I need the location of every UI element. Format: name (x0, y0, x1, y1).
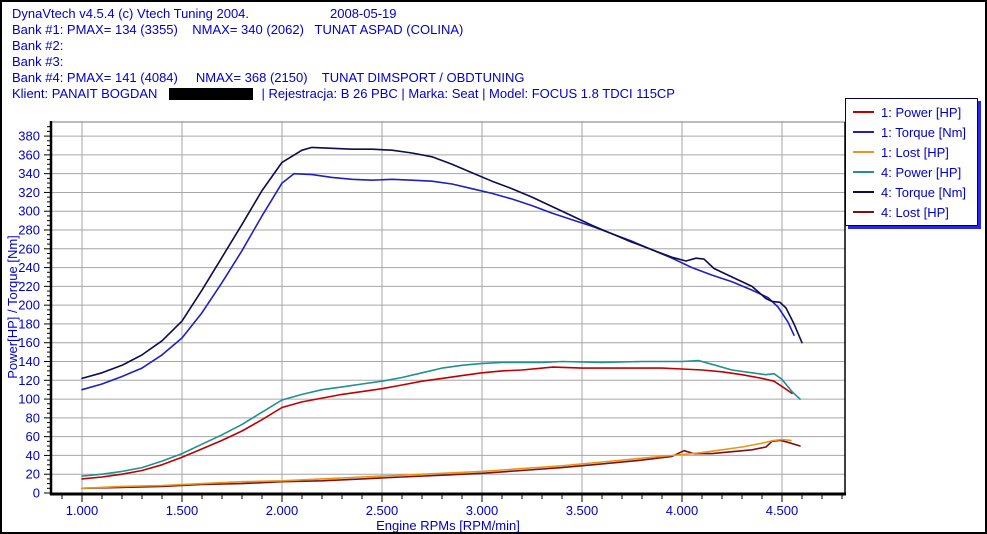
y-tick-label: 40 (26, 448, 40, 463)
x-tick-label: 3.000 (466, 503, 499, 518)
legend-swatch-line-icon (853, 131, 874, 133)
y-tick-label: 360 (18, 147, 40, 162)
y-tick-label: 200 (18, 298, 40, 313)
report-title: DynaVtech v4.5.4 (c) Vtech Tuning 2004. (12, 6, 250, 21)
legend-item: 4: Power [HP] (846, 162, 977, 182)
series-line-3 (81, 438, 792, 490)
legend-swatch-line-icon (853, 171, 874, 173)
x-tick-label: 4.500 (766, 503, 799, 518)
y-tick-label: 160 (18, 335, 40, 350)
y-tick-label: 260 (18, 241, 40, 256)
y-tick-label: 320 (18, 185, 40, 200)
legend-item: 1: Torque [Nm] (846, 122, 977, 142)
legend-item-label: 1: Lost [HP] (881, 144, 949, 160)
legend-item-label: 4: Power [HP] (881, 164, 962, 180)
y-tick-label: 180 (18, 316, 40, 331)
legend-item-label: 4: Torque [Nm] (881, 184, 967, 200)
bank4-line: Bank #4: PMAX= 141 (4084) NMAX= 368 (215… (12, 70, 525, 85)
client-line: Klient: PANAIT BOGDAN | Rejestracja: B 2… (12, 86, 675, 102)
y-tick-label: 100 (18, 392, 40, 407)
x-tick-label: 2.000 (266, 503, 299, 518)
y-tick-label: 300 (18, 204, 40, 219)
y-tick-label: 220 (18, 279, 40, 294)
x-axis-title: Engine RPMs [RPM/min] (376, 518, 520, 533)
chart-legend: 1: Power [HP] 1: Torque [Nm] 1: Lost [HP] 4… (845, 98, 978, 226)
legend-swatch-line-icon (853, 111, 874, 113)
x-tick-label: 3.500 (566, 503, 599, 518)
redaction-box (169, 88, 254, 100)
report-date: 2008-05-19 (330, 6, 397, 21)
y-tick-label: 240 (18, 260, 40, 275)
legend-swatch-line-icon (853, 191, 874, 193)
x-tick-label: 2.500 (366, 503, 399, 518)
legend-swatch-line-icon (853, 211, 874, 213)
chart-plot-area: 0 20 40 60 80 100 120 140 160 180 200 220 240 260 280 3… (18, 121, 846, 518)
y-tick-label: 280 (18, 223, 40, 238)
series-line-4 (81, 359, 801, 477)
legend-swatch-line-icon (853, 151, 874, 153)
bank3-line: Bank #3: (12, 54, 64, 69)
bank1-line: Bank #1: PMAX= 134 (3355) NMAX= 340 (206… (12, 22, 464, 37)
y-tick-label: 380 (18, 129, 40, 144)
legend-item: 4: Torque [Nm] (846, 182, 977, 202)
series-line-1 (81, 366, 793, 480)
legend-item: 1: Power [HP] (846, 102, 977, 122)
series-line-6 (81, 439, 801, 490)
y-tick-label: 20 (26, 467, 40, 482)
legend-item-label: 1: Torque [Nm] (881, 124, 967, 140)
legend-item-label: 1: Power [HP] (881, 104, 962, 120)
y-tick-label: 80 (26, 410, 40, 425)
legend-item: 4: Lost [HP] (846, 202, 977, 222)
bank2-line: Bank #2: (12, 38, 64, 53)
y-tick-label: 140 (18, 354, 40, 369)
legend-item-label: 4: Lost [HP] (881, 204, 949, 220)
x-tick-label: 1.500 (166, 503, 199, 518)
x-tick-label: 4.000 (666, 503, 699, 518)
x-tick-label: 1.000 (66, 503, 99, 518)
client-name: Klient: PANAIT BOGDAN (12, 86, 158, 101)
y-tick-label: 60 (26, 429, 40, 444)
report-header: DynaVtech v4.5.4 (c) Vtech Tuning 2004. … (12, 6, 675, 102)
series-line-2 (81, 172, 795, 391)
y-tick-label: 120 (18, 373, 40, 388)
series-line-5 (81, 146, 803, 380)
client-details: | Rejestracja: B 26 PBC | Marka: Seat | … (261, 86, 675, 101)
y-tick-label: 0 (33, 486, 40, 501)
y-axis-title: Power[HP] / Torque [Nm] (5, 235, 20, 379)
y-tick-label: 340 (18, 166, 40, 181)
legend-item: 1: Lost [HP] (846, 142, 977, 162)
